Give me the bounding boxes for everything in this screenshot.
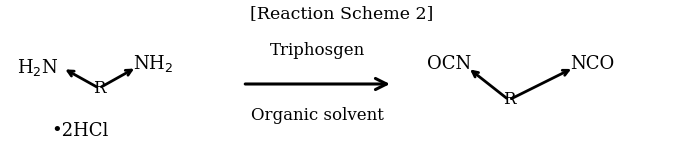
Text: NCO: NCO (570, 55, 615, 73)
Text: OCN: OCN (427, 55, 471, 73)
Text: Triphosgen: Triphosgen (270, 42, 365, 59)
Text: NH$_2$: NH$_2$ (133, 53, 173, 74)
Text: Organic solvent: Organic solvent (251, 107, 384, 124)
Text: R: R (93, 80, 105, 97)
Text: R: R (503, 91, 515, 109)
Text: [Reaction Scheme 2]: [Reaction Scheme 2] (250, 5, 433, 22)
Text: •2HCl: •2HCl (51, 122, 109, 140)
Text: H$_2$N: H$_2$N (17, 57, 59, 78)
